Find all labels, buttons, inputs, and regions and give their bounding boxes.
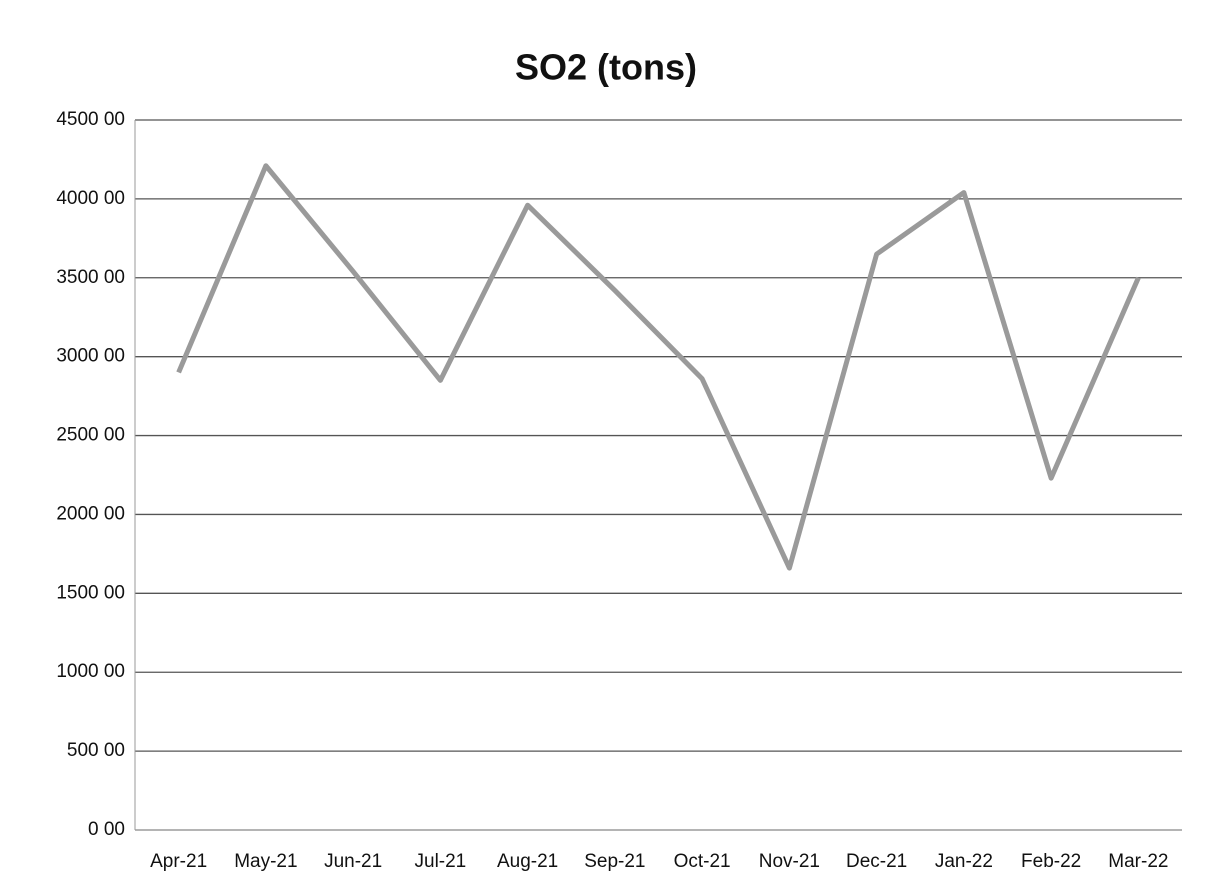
x-tick-label: May-21	[234, 851, 297, 872]
x-tick-label: Nov-21	[759, 851, 820, 872]
chart-title: SO2 (tons)	[515, 47, 697, 88]
y-tick-label: 3000 00	[56, 346, 125, 367]
x-tick-label: Mar-22	[1108, 851, 1168, 872]
x-tick-label: Dec-21	[846, 851, 907, 872]
y-tick-label: 4000 00	[56, 188, 125, 209]
x-tick-label: Jan-22	[935, 851, 993, 872]
x-tick-label: Feb-22	[1021, 851, 1081, 872]
x-tick-label: Sep-21	[584, 851, 645, 872]
x-tick-label: Aug-21	[497, 851, 558, 872]
x-tick-label: Oct-21	[674, 851, 731, 872]
x-tick-label: Jun-21	[324, 851, 382, 872]
y-tick-label: 2500 00	[56, 425, 125, 446]
data-line	[176, 163, 1141, 571]
x-tick-label: Apr-21	[150, 851, 207, 872]
y-tick-label: 4500 00	[56, 109, 125, 130]
x-tick-label: Jul-21	[415, 851, 467, 872]
y-tick-label: 1000 00	[56, 661, 125, 682]
y-tick-label: 0 00	[88, 819, 125, 840]
y-tick-label: 1500 00	[56, 582, 125, 603]
y-tick-label: 500 00	[67, 740, 125, 761]
y-tick-label: 3500 00	[56, 267, 125, 288]
y-tick-label: 2000 00	[56, 503, 125, 524]
